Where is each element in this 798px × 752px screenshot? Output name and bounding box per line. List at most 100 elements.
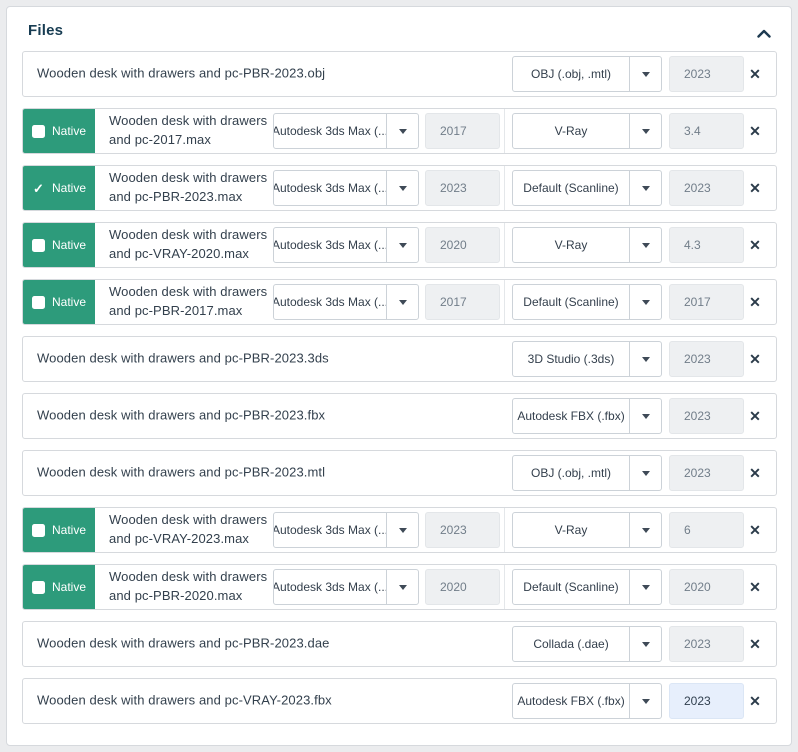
chevron-down-icon [629, 114, 661, 148]
renderer-version-input[interactable] [669, 569, 744, 605]
native-badge[interactable]: ✓ Native [23, 508, 95, 552]
chevron-down-icon [629, 285, 661, 319]
checkmark-icon: ✓ [33, 180, 44, 196]
renderer-select[interactable]: Default (Scanline) [512, 569, 662, 605]
renderer-select[interactable]: V-Ray [512, 512, 662, 548]
format-select[interactable]: Collada (.dae) [512, 626, 662, 662]
column-divider [504, 223, 505, 267]
renderer-version-input[interactable] [669, 113, 744, 149]
native-badge-label: Native [51, 523, 86, 537]
file-row: Wooden desk with drawers and pc-PBR-2023… [22, 51, 777, 97]
native-checkbox[interactable]: ✓ [32, 182, 45, 195]
close-icon: ✕ [749, 407, 761, 424]
remove-file-button[interactable]: ✕ [739, 679, 771, 723]
close-icon: ✕ [749, 350, 761, 367]
close-icon: ✕ [749, 464, 761, 481]
native-badge[interactable]: ✓ Native [23, 223, 95, 267]
format-version-input[interactable] [669, 455, 744, 491]
native-checkbox[interactable]: ✓ [31, 238, 45, 252]
native-badge-label: Native [51, 181, 86, 195]
file-row: Wooden desk with drawers and pc-PBR-2023… [22, 621, 777, 667]
file-row: ✓ Native Wooden desk with drawers and pc… [22, 222, 777, 268]
remove-file-button[interactable]: ✕ [739, 280, 771, 324]
renderer-select[interactable]: V-Ray [512, 227, 662, 263]
format-version-input[interactable] [669, 683, 744, 719]
column-divider [504, 109, 505, 153]
format-version-input[interactable] [425, 170, 500, 206]
format-select[interactable]: OBJ (.obj, .mtl) [512, 455, 662, 491]
renderer-select[interactable]: Default (Scanline) [512, 284, 662, 320]
renderer-version-input[interactable] [669, 284, 744, 320]
remove-file-button[interactable]: ✕ [739, 223, 771, 267]
file-row: Wooden desk with drawers and pc-PBR-2023… [22, 336, 777, 382]
chevron-down-icon [629, 627, 661, 661]
format-select-value: OBJ (.obj, .mtl) [530, 466, 611, 480]
collapse-panel-button[interactable] [753, 25, 775, 41]
format-select[interactable]: Autodesk 3ds Max (... [273, 512, 419, 548]
renderer-select-value: Default (Scanline) [523, 580, 619, 594]
native-badge[interactable]: ✓ Native [23, 166, 95, 210]
renderer-select[interactable]: V-Ray [512, 113, 662, 149]
native-badge[interactable]: ✓ Native [23, 109, 95, 153]
close-icon: ✕ [749, 521, 761, 538]
remove-file-button[interactable]: ✕ [739, 109, 771, 153]
chevron-down-icon [386, 570, 418, 604]
format-select[interactable]: Autodesk FBX (.fbx) [512, 398, 662, 434]
format-version-input[interactable] [425, 113, 500, 149]
format-version-input[interactable] [425, 512, 500, 548]
remove-file-button[interactable]: ✕ [739, 451, 771, 495]
remove-file-button[interactable]: ✕ [739, 508, 771, 552]
native-checkbox[interactable]: ✓ [31, 523, 45, 537]
chevron-down-icon [629, 342, 661, 376]
remove-file-button[interactable]: ✕ [739, 337, 771, 381]
remove-file-button[interactable]: ✕ [739, 52, 771, 96]
close-icon: ✕ [749, 578, 761, 595]
format-select[interactable]: Autodesk 3ds Max (... [273, 227, 419, 263]
panel-title: Files [28, 22, 64, 39]
native-checkbox[interactable]: ✓ [31, 295, 45, 309]
format-select[interactable]: 3D Studio (.3ds) [512, 341, 662, 377]
file-name: Wooden desk with drawers and pc-PBR-2017… [109, 284, 268, 318]
format-version-input[interactable] [669, 56, 744, 92]
column-divider [504, 508, 505, 552]
format-select[interactable]: Autodesk 3ds Max (... [273, 284, 419, 320]
file-row: ✓ Native Wooden desk with drawers and pc… [22, 165, 777, 211]
chevron-down-icon [386, 228, 418, 262]
renderer-select-value: V-Ray [554, 523, 588, 537]
native-badge[interactable]: ✓ Native [23, 565, 95, 609]
native-checkbox[interactable]: ✓ [31, 124, 45, 138]
renderer-select[interactable]: Default (Scanline) [512, 170, 662, 206]
remove-file-button[interactable]: ✕ [739, 565, 771, 609]
format-select[interactable]: OBJ (.obj, .mtl) [512, 56, 662, 92]
remove-file-button[interactable]: ✕ [739, 394, 771, 438]
remove-file-button[interactable]: ✕ [739, 166, 771, 210]
renderer-version-input[interactable] [669, 512, 744, 548]
remove-file-button[interactable]: ✕ [739, 622, 771, 666]
format-select[interactable]: Autodesk 3ds Max (... [273, 170, 419, 206]
format-version-input[interactable] [669, 398, 744, 434]
renderer-version-input[interactable] [669, 170, 744, 206]
renderer-select-value: V-Ray [554, 238, 588, 252]
file-row: Wooden desk with drawers and pc-PBR-2023… [22, 450, 777, 496]
format-version-input[interactable] [425, 227, 500, 263]
file-name: Wooden desk with drawers and pc-VRAY-202… [109, 227, 268, 261]
format-select[interactable]: Autodesk FBX (.fbx) [512, 683, 662, 719]
format-version-input[interactable] [425, 569, 500, 605]
close-icon: ✕ [749, 236, 761, 253]
native-checkbox[interactable]: ✓ [31, 580, 45, 594]
format-select-value: Autodesk FBX (.fbx) [517, 409, 625, 423]
format-select-value: Autodesk 3ds Max (... [274, 181, 386, 195]
chevron-down-icon [629, 684, 661, 718]
format-version-input[interactable] [425, 284, 500, 320]
chevron-down-icon [629, 171, 661, 205]
renderer-select-value: Default (Scanline) [523, 181, 619, 195]
renderer-version-input[interactable] [669, 227, 744, 263]
chevron-down-icon [629, 399, 661, 433]
format-version-input[interactable] [669, 341, 744, 377]
native-badge[interactable]: ✓ Native [23, 280, 95, 324]
format-select[interactable]: Autodesk 3ds Max (... [273, 113, 419, 149]
chevron-down-icon [386, 513, 418, 547]
format-select[interactable]: Autodesk 3ds Max (... [273, 569, 419, 605]
format-version-input[interactable] [669, 626, 744, 662]
file-row: ✓ Native Wooden desk with drawers and pc… [22, 507, 777, 553]
